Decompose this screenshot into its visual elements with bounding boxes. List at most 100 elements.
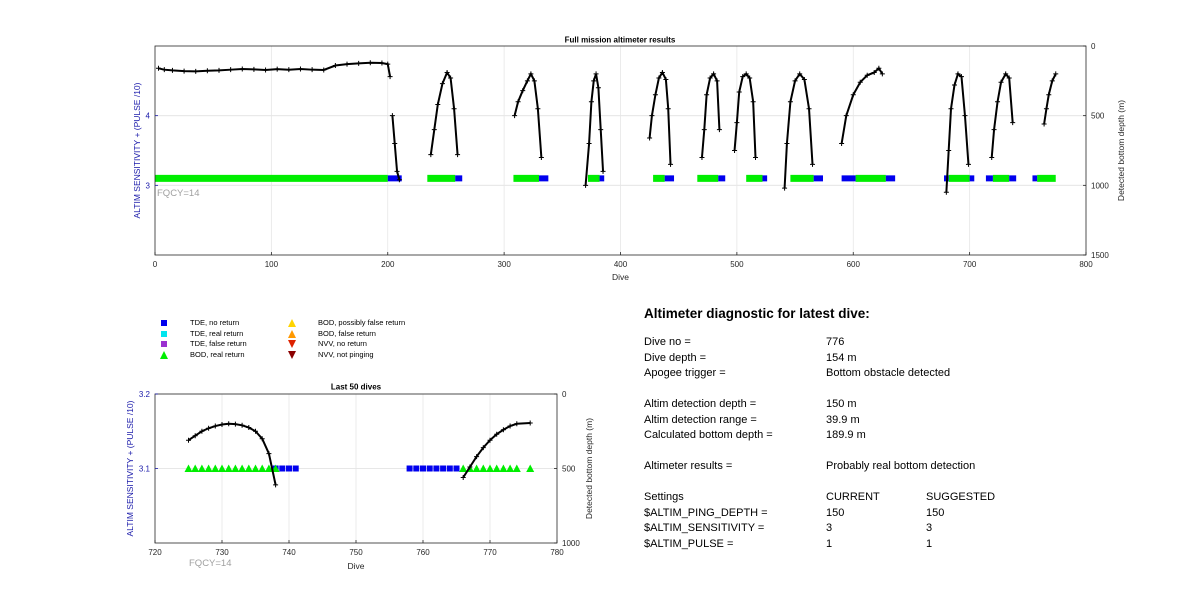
left-y-axis-label: ALTIM SENSITIVITY + (PULSE /10): [125, 400, 135, 536]
setting-suggested: 150: [926, 506, 945, 519]
setting-current: 150: [826, 506, 845, 519]
detected-depth-line: [733, 72, 757, 158]
depth-point: [161, 67, 167, 73]
tde-no-return-marker: [279, 465, 286, 472]
depth-point: [659, 69, 665, 75]
depth-point: [528, 71, 534, 77]
tde-no-return-band: [1009, 175, 1017, 182]
depth-point: [965, 161, 971, 167]
setting-suggested: 1: [926, 537, 933, 550]
x-tick-label: 400: [614, 260, 628, 269]
tde-no-return-band: [718, 175, 726, 182]
depth-point: [219, 422, 225, 428]
left-y-tick-label: 3.2: [139, 390, 151, 399]
tde-no-return-marker: [453, 465, 460, 472]
bod-real-return-marker: [492, 464, 501, 472]
dive-depth-value: 154 m: [826, 351, 857, 364]
bod-real-return-band: [790, 174, 814, 182]
right-y-axis-label: Detected bottom depth (m): [584, 418, 594, 519]
tde-no-return-band: [841, 175, 856, 182]
depth-point: [995, 99, 1001, 105]
depth-point: [228, 67, 234, 73]
depth-point: [665, 106, 671, 112]
bod-real-return-band: [587, 174, 600, 182]
depth-point: [460, 474, 466, 480]
diagnostic-title: Altimeter diagnostic for latest dive:: [644, 306, 870, 321]
depth-point: [946, 148, 952, 153]
depth-point: [216, 67, 222, 73]
depth-point: [389, 113, 395, 119]
bod-real-return-band: [948, 174, 970, 182]
depth-point: [1010, 120, 1016, 126]
detected-depth-line: [648, 70, 672, 165]
right-y-tick-label: 1500: [1091, 251, 1109, 260]
depth-point: [239, 422, 245, 428]
depth-point: [455, 152, 461, 158]
x-tick-label: 730: [215, 548, 229, 557]
legend-marker: [161, 341, 167, 347]
depth-point: [871, 69, 877, 75]
depth-point: [487, 437, 493, 443]
depth-point: [857, 79, 863, 85]
apogee-trigger-value: Bottom obstacle detected: [826, 367, 951, 379]
setting-suggested: 3: [926, 522, 933, 534]
depth-point: [747, 75, 753, 81]
x-tick-label: 600: [847, 260, 861, 269]
depth-point: [500, 427, 506, 433]
bod-real-return-marker: [459, 464, 468, 472]
bod-real-return-marker: [184, 464, 193, 472]
bod-real-return-marker: [479, 464, 488, 472]
legend-marker: [161, 330, 167, 337]
depth-point: [704, 92, 710, 98]
detection-range-row: Altim detection range = 39.9 m: [644, 413, 1164, 429]
bod-real-return-band: [427, 174, 456, 182]
depth-point: [598, 127, 604, 133]
bottom-chart-title: Last 50 dives: [331, 383, 382, 392]
dive-depth-label: Dive depth =: [644, 351, 707, 364]
bod-real-return-band: [746, 174, 763, 182]
tde-no-return-band: [985, 175, 993, 182]
depth-point: [535, 106, 541, 112]
bod-real-return-marker: [526, 464, 535, 472]
legend-label: TDE, no return: [190, 318, 240, 327]
depth-point: [448, 75, 454, 81]
right-y-tick-label: 1000: [1091, 181, 1109, 190]
dive-no-row: Dive no = 776: [644, 335, 1164, 351]
legend-marker: [288, 340, 296, 348]
bod-real-return-marker: [211, 464, 220, 472]
depth-point: [538, 154, 544, 160]
depth-point: [839, 141, 845, 147]
bod-real-return-marker: [197, 464, 206, 472]
tde-no-return-marker: [413, 465, 420, 472]
bod-real-return-band: [697, 174, 719, 182]
depth-point: [273, 482, 279, 488]
top-chart-title: Full mission altimeter results: [565, 36, 676, 45]
left-y-tick-label: 3.1: [139, 465, 151, 474]
depth-point: [750, 99, 756, 105]
x-tick-label: 740: [282, 548, 296, 557]
settings-header-row: Settings CURRENT SUGGESTED: [644, 490, 1164, 506]
legend-label: NVV, not pinging: [318, 349, 374, 359]
x-tick-label: 200: [381, 260, 395, 269]
depth-point: [591, 78, 597, 84]
bod-real-return-marker: [271, 464, 280, 472]
depth-point: [962, 113, 968, 119]
dive-depth-row: Dive depth = 154 m: [644, 351, 1164, 367]
bod-real-return-marker: [251, 464, 260, 472]
detection-range-value: 39.9 m: [826, 413, 860, 426]
depth-point: [356, 60, 362, 66]
setting-name: $ALTIM_PING_DEPTH =: [644, 506, 768, 519]
depth-point: [732, 148, 738, 153]
left-y-axis-label: ALTIM SENSITIVITY + (PULSE /10): [132, 82, 142, 218]
bod-real-return-band: [513, 174, 540, 182]
tde-no-return-marker: [292, 465, 299, 472]
depth-point: [394, 168, 400, 174]
depth-point: [734, 120, 740, 126]
depth-point: [439, 81, 445, 87]
tde-no-return-band: [664, 175, 675, 182]
altimeter-diagnostic-panel: Altimeter diagnostic for latest dive: Di…: [644, 306, 1164, 552]
depth-point: [204, 68, 210, 74]
legend-label: BOD, false return: [318, 328, 376, 338]
depth-point: [714, 78, 720, 84]
